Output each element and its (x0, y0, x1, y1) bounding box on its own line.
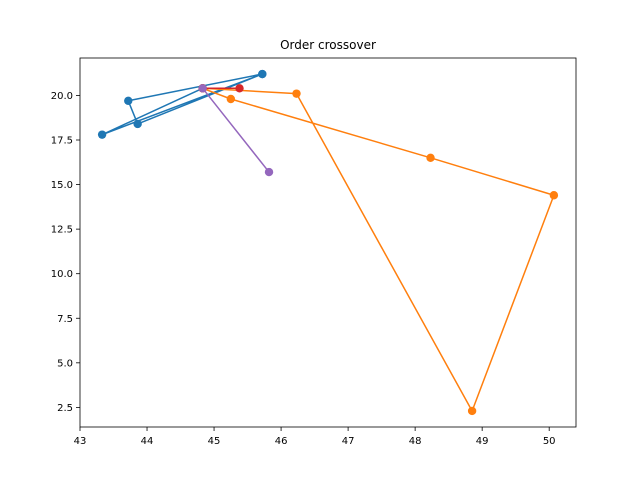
data-point (235, 84, 244, 93)
y-tick-label: 5.0 (57, 358, 73, 369)
data-point (426, 153, 435, 163)
y-tick-label: 20.0 (51, 91, 73, 102)
data-point (97, 130, 107, 139)
data-point (549, 191, 559, 200)
series-layer (97, 69, 559, 416)
y-tick-label: 10.0 (51, 269, 73, 280)
y-tick-label: 15.0 (51, 180, 73, 191)
x-tick-label: 44 (141, 436, 154, 447)
x-tick-label: 48 (409, 436, 422, 447)
x-tick-label: 47 (342, 436, 355, 447)
y-tick-label: 2.5 (57, 403, 73, 414)
data-point (198, 84, 207, 93)
y-tick-label: 7.5 (57, 314, 73, 325)
data-point (124, 96, 133, 105)
chart-title: Order crossover (280, 38, 376, 52)
x-tick-label: 43 (74, 436, 87, 447)
y-tick-label: 17.5 (51, 136, 73, 147)
series-line (202, 87, 270, 173)
series-line (101, 73, 264, 136)
data-point (292, 89, 301, 98)
plot-area (80, 58, 576, 427)
data-point (226, 94, 236, 104)
x-tick-label: 45 (208, 436, 221, 447)
data-point (467, 406, 477, 416)
plot-frame (79, 57, 577, 428)
series-3 (198, 84, 274, 177)
x-tick-label: 46 (275, 436, 288, 447)
axes-layer: 43 44 45 46 47 48 49 50 2.5 5.0 7.5 10.0 12.5 15.0 17.… (51, 91, 556, 447)
data-point (264, 167, 274, 177)
data-point (258, 69, 267, 79)
x-tick-label: 50 (543, 436, 556, 447)
x-tick-label: 49 (476, 436, 489, 447)
y-tick-label: 12.5 (51, 225, 73, 236)
data-point (133, 119, 142, 129)
